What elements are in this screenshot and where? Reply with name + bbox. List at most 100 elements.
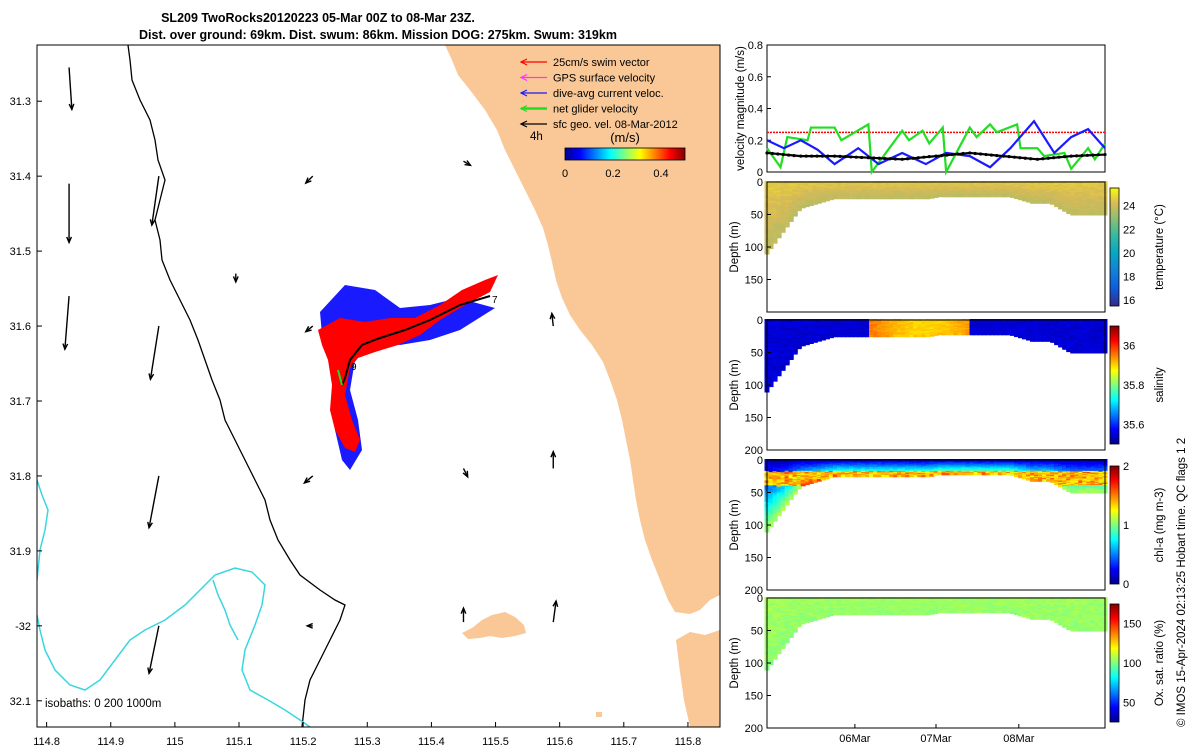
geo-speed-point: [1069, 154, 1073, 158]
section-cell: [873, 334, 879, 338]
section-cell: [768, 200, 774, 206]
map-y-tick-label: 31.9: [10, 546, 31, 558]
velocity-ylabel: velocity magnitude (m/s): [735, 46, 747, 171]
velocity-y-tick-label: 0.8: [748, 40, 763, 52]
section-cell: [824, 198, 830, 202]
section-colorbar-tick-label: 18: [1123, 272, 1135, 284]
section-cell: [1054, 204, 1060, 208]
section-cell: [857, 334, 863, 338]
section-y-tick-label: 100: [745, 242, 763, 254]
section-cell: [1042, 201, 1048, 204]
geo-vector: [305, 622, 313, 629]
section-cell: [965, 194, 971, 198]
section-cell: [784, 361, 790, 366]
section-cell: [768, 319, 774, 324]
section-cell: [925, 334, 931, 338]
section-cell: [768, 222, 774, 228]
section-cell: [768, 209, 774, 214]
section-cell: [768, 356, 774, 361]
section-cell: [772, 339, 778, 344]
section-cell: [897, 196, 903, 200]
section-cell: [969, 332, 975, 336]
section-cell: [953, 332, 959, 336]
legend-label: GPS surface velocity: [553, 73, 656, 85]
section-cell: [772, 335, 778, 340]
geo-speed-point: [1052, 156, 1056, 160]
section-cell: [772, 365, 778, 370]
map-frame: [36, 44, 721, 728]
geo-speed-point: [792, 153, 796, 158]
geo-speed-point: [866, 156, 871, 160]
section-cell: [929, 196, 935, 199]
section-cell: [772, 363, 778, 368]
section-cell: [1078, 212, 1084, 216]
geo-speed-point: [1002, 154, 1006, 158]
section-colorbar-tick-label: 16: [1123, 295, 1135, 307]
geo-vector-field: [62, 67, 559, 676]
section-cell: [901, 196, 907, 200]
section-cell: [840, 334, 846, 338]
geo-speed-point: [1103, 152, 1107, 157]
map-x-tick-label: 114.9: [97, 736, 124, 748]
geo-speed-point: [916, 156, 921, 160]
section-cell: [768, 196, 774, 201]
section-cell: [768, 334, 774, 339]
section-colorbar-label: temperature (°C): [1154, 204, 1166, 290]
section-cell: [772, 215, 778, 220]
section-cell: [768, 336, 774, 341]
section-cell: [800, 205, 806, 209]
velocity-series-line: [766, 122, 1106, 176]
section-y-tick-label: 150: [745, 275, 763, 287]
section-cell: [772, 195, 778, 200]
section-cell: [869, 196, 875, 200]
section-cell: [768, 380, 774, 385]
section-cell: [772, 377, 778, 382]
section-cell: [1066, 211, 1072, 215]
section-cell: [1038, 201, 1044, 204]
section-cell: [772, 213, 778, 218]
section-cell: [804, 342, 810, 346]
section-cell: [772, 181, 778, 186]
section-cell: [772, 357, 778, 362]
section-cell: [897, 334, 903, 338]
section-cell: [768, 216, 774, 221]
section-cell: [869, 334, 875, 338]
geo-speed-point: [815, 154, 819, 158]
section-cell: [917, 196, 923, 200]
map-y-tick-label: -32: [15, 621, 31, 633]
section-cell: [768, 192, 774, 197]
section-cell: [1090, 212, 1096, 216]
section-cell: [1018, 197, 1023, 201]
section-cell: [1062, 208, 1068, 212]
section-cell: [796, 346, 802, 350]
section-cell: [772, 225, 778, 230]
section-cell: [772, 329, 778, 334]
section-cell: [796, 208, 802, 212]
section-cell: [977, 194, 983, 198]
section-cell: [772, 369, 778, 374]
section-cell: [768, 231, 774, 236]
section-cell: [953, 194, 959, 198]
section-cell: [1070, 212, 1076, 216]
colorbar-tick-label: 0.2: [605, 168, 620, 180]
geo-vector: [149, 176, 160, 227]
legend-label: 25cm/s swim vector: [553, 57, 650, 69]
section-cell: [768, 367, 774, 372]
section-cell: [1046, 201, 1052, 204]
section-cell: [772, 331, 778, 336]
section-cell: [768, 218, 774, 223]
section-cell: [768, 323, 774, 328]
section-cell: [909, 196, 915, 200]
geo-speed-point: [770, 151, 775, 156]
velocity-y-tick-label: 0.6: [748, 72, 763, 84]
section-cell: [772, 367, 778, 372]
section-cell: [800, 343, 806, 347]
section-cell: [768, 341, 774, 346]
geo-speed-point: [843, 155, 848, 159]
speed-colorbar-ticks: 0 0.2 0.4: [562, 168, 669, 180]
section-cell: [768, 321, 774, 326]
section-cell: [828, 197, 834, 201]
section-cell: [772, 321, 778, 326]
section-cell: [957, 332, 963, 336]
